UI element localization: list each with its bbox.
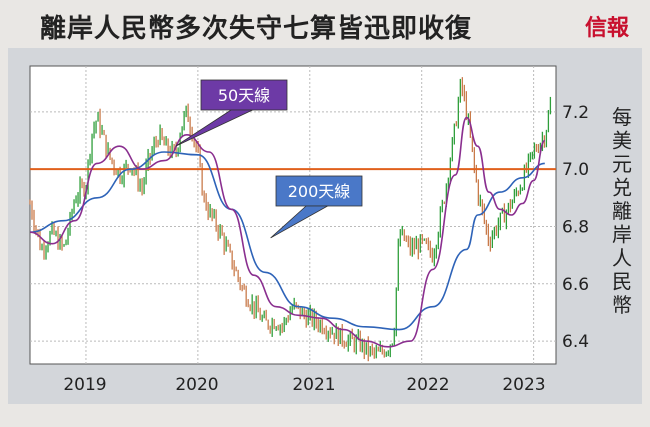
y-axis-label-char-8: 幣 bbox=[612, 293, 632, 317]
x-tick-label-3: 2022 bbox=[406, 375, 449, 395]
callout-200day-box bbox=[275, 175, 363, 207]
x-tick-label-0: 2019 bbox=[63, 375, 106, 395]
callout-200day-pointer bbox=[270, 205, 330, 239]
callout-50day-label: 50天線 bbox=[218, 86, 270, 105]
callout-200day: 200天線 bbox=[270, 175, 363, 239]
y-axis-label-char-2: 元 bbox=[612, 152, 632, 176]
callout-50day: 50天線 bbox=[175, 79, 288, 147]
y-tick-label-2: 6.8 bbox=[562, 217, 589, 237]
callout-50day-pointer bbox=[175, 109, 253, 147]
y-tick-label-3: 6.6 bbox=[562, 275, 589, 295]
y-axis-label-char-0: 每 bbox=[612, 105, 632, 129]
y-axis-label-char-6: 人 bbox=[612, 246, 632, 270]
callout-50day-box bbox=[200, 79, 288, 111]
y-axis-label-char-7: 民 bbox=[612, 270, 632, 294]
publisher-logo: 信報 bbox=[585, 15, 630, 41]
ma50-line bbox=[29, 116, 546, 348]
ma200-line bbox=[29, 151, 545, 331]
y-axis-label-char-5: 岸 bbox=[612, 223, 632, 247]
y-axis-label-char-3: 兑 bbox=[612, 176, 632, 200]
y-axis-label-char-4: 離 bbox=[612, 199, 632, 223]
y-tick-label-4: 6.4 bbox=[562, 332, 589, 352]
y-tick-label-0: 7.2 bbox=[562, 103, 589, 123]
chart-title: 離岸人民幣多次失守七算皆迅即收復 bbox=[40, 14, 473, 44]
y-axis-label-char-1: 美 bbox=[612, 129, 632, 153]
x-tick-label-1: 2020 bbox=[175, 375, 218, 395]
y-tick-label-1: 7.0 bbox=[562, 160, 589, 180]
x-tick-label-4: 2023 bbox=[502, 375, 545, 395]
x-tick-label-2: 2021 bbox=[292, 375, 335, 395]
callout-200day-label: 200天線 bbox=[288, 182, 351, 201]
